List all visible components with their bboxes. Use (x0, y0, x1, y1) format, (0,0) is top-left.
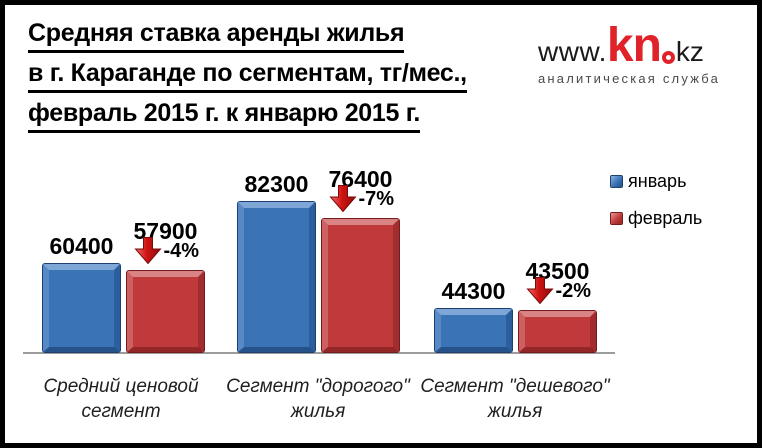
category-line: сегмент (81, 401, 161, 422)
bar-february-0 (126, 270, 205, 353)
value-label-january-1: 82300 (244, 171, 309, 197)
change-label-0: -4% (163, 240, 200, 262)
bar-january-2 (434, 308, 513, 353)
decline-arrow-icon (133, 237, 162, 265)
change-label-2: -2% (555, 280, 592, 302)
decline-arrow-icon (525, 277, 554, 305)
title-line-2: в г. Караганде по сегментам, тг/мес., (28, 59, 467, 93)
logo-dot-icon (661, 51, 675, 64)
value-label-january-2: 44300 (441, 278, 506, 304)
value-label-january-0: 60400 (49, 233, 114, 259)
category-line: Сегмент "дорогого" (226, 376, 410, 397)
logo-brand-text: kn (606, 19, 662, 72)
legend-item-february: февраль (610, 207, 703, 228)
change-label-1: -7% (358, 188, 395, 210)
logo-www-text: www. (538, 36, 607, 67)
bar-february-2 (518, 310, 597, 353)
bar-january-1 (237, 201, 316, 353)
chart-legend: январь февраль (610, 170, 703, 245)
logo-wordmark: www. kn kz (538, 19, 728, 72)
category-line: жилья (487, 401, 543, 422)
bar-january-0 (42, 263, 121, 353)
category-line: жилья (290, 401, 346, 422)
legend-label-january: январь (628, 170, 687, 191)
logo-tld-text: kz (675, 36, 704, 67)
x-axis-line (23, 352, 615, 354)
legend-swatch-january-icon (610, 174, 623, 188)
category-label-expensive-segment: Сегмент "дорогого" жилья (226, 374, 410, 424)
category-label-cheap-segment: Сегмент "дешевого" жилья (420, 374, 609, 424)
bar-february-1 (321, 218, 400, 353)
page-title: Средняя ставка аренды жилья в г. Караган… (28, 19, 467, 139)
legend-swatch-february-icon (610, 211, 623, 225)
legend-item-january: январь (610, 170, 702, 191)
kn-kz-logo: www. kn kz аналитическая служба (538, 19, 728, 87)
decline-arrow-icon (328, 185, 357, 213)
logo-tagline: аналитическая служба (538, 71, 721, 86)
title-line-3: февраль 2015 г. к январю 2015 г. (28, 99, 420, 133)
title-line-1: Средняя ставка аренды жилья (28, 19, 405, 53)
category-line: Средний ценовой (43, 376, 199, 397)
category-label-mid-segment: Средний ценовой сегмент (43, 374, 198, 424)
legend-label-february: февраль (628, 207, 703, 228)
category-line: Сегмент "дешевого" (420, 376, 610, 397)
